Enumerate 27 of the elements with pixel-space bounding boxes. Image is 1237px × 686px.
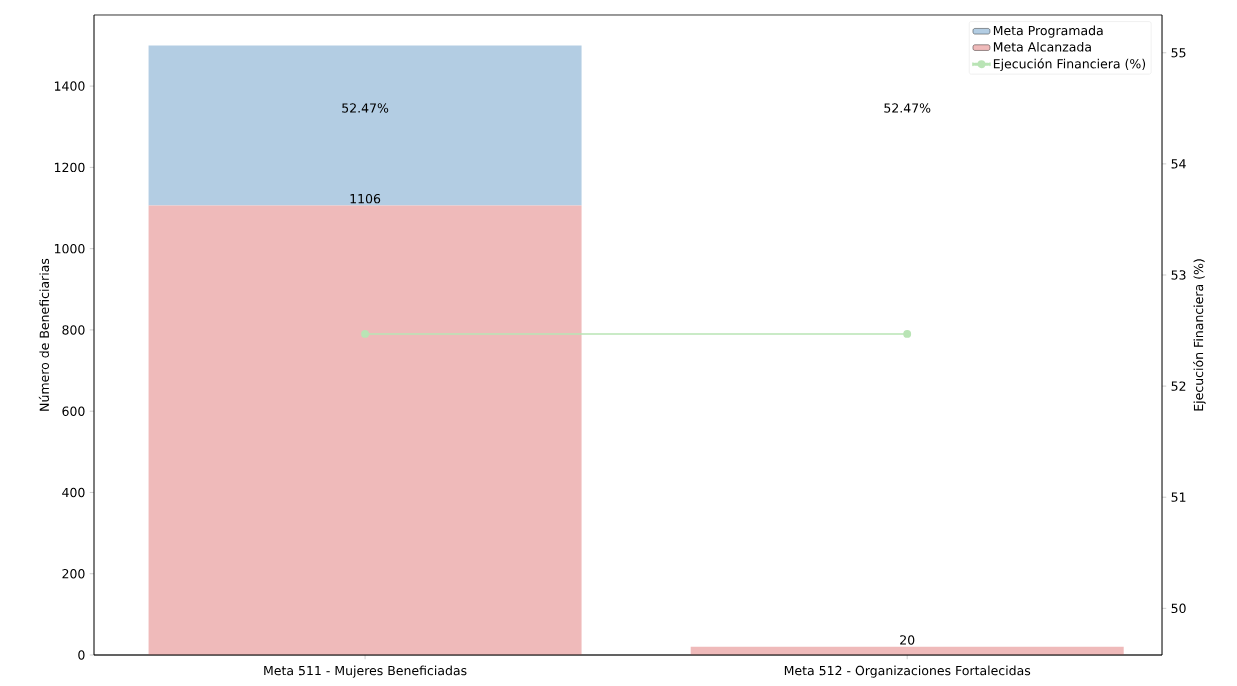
y2-axis-title: Ejecución Financiera (%) <box>1193 259 1206 411</box>
y2-tick-label: 55 <box>1171 48 1186 58</box>
x-tick-label: Meta 512 - Organizaciones Fortalecidas <box>784 665 1031 678</box>
data-label: 20 <box>900 635 915 645</box>
y-tick-label: 1000 <box>54 243 85 254</box>
y2-tick-label: 51 <box>1171 492 1186 502</box>
y-tick-label: 200 <box>62 569 85 579</box>
y-tick-label: 1200 <box>54 162 85 173</box>
y2-tick-label: 53 <box>1171 270 1186 280</box>
legend-label: Meta Alcanzada <box>993 41 1091 52</box>
y-tick-label: 600 <box>62 406 85 416</box>
y-tick-label: 1400 <box>54 81 85 91</box>
y2-tick-label: 54 <box>1171 159 1186 169</box>
annotation: 52.47% <box>342 103 389 113</box>
legend-label: Meta Programada <box>993 25 1103 38</box>
y-tick-label: 400 <box>62 487 85 498</box>
bar <box>148 45 582 206</box>
y-tick-label: 800 <box>62 325 85 335</box>
y-tick-label: 0 <box>78 650 85 660</box>
data-label: 1106 <box>350 193 381 204</box>
annotation: 52.47% <box>884 103 931 113</box>
y-axis-title: Número de Beneficiarias <box>38 258 50 411</box>
y2-tick-label: 50 <box>1171 603 1186 614</box>
y2-tick-label: 52 <box>1171 381 1186 391</box>
x-tick-label: Meta 511 - Mujeres Beneficiadas <box>264 665 467 678</box>
bar <box>148 205 582 655</box>
legend-label: Ejecución Financiera (%) <box>993 58 1146 71</box>
